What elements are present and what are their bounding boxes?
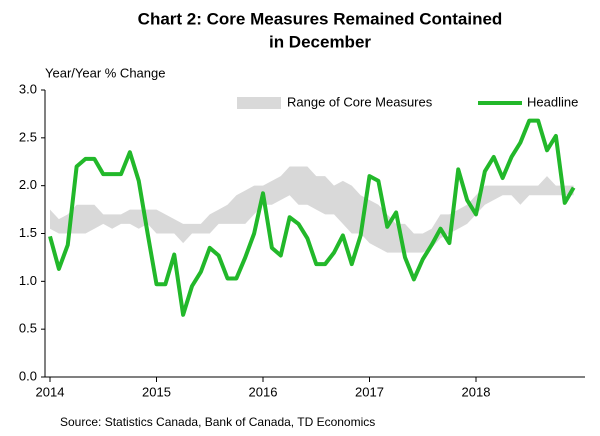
chart-title: in December bbox=[269, 32, 371, 51]
x-tick-label: 2015 bbox=[142, 384, 171, 399]
x-tick-label: 2016 bbox=[249, 384, 278, 399]
y-tick-label: 3.0 bbox=[19, 81, 37, 96]
headline-line bbox=[48, 118, 576, 317]
legend-label: Range of Core Measures bbox=[287, 94, 433, 109]
y-tick-label: 0.5 bbox=[19, 321, 37, 336]
y-tick-label: 0.0 bbox=[19, 368, 37, 383]
y-tick-label: 1.0 bbox=[19, 273, 37, 288]
x-tick-label: 2018 bbox=[462, 384, 491, 399]
x-tick-label: 2017 bbox=[355, 384, 384, 399]
y-tick-label: 2.5 bbox=[19, 129, 37, 144]
range-band bbox=[50, 166, 574, 253]
x-tick-label: 2014 bbox=[36, 384, 65, 399]
y-tick-label: 2.0 bbox=[19, 177, 37, 192]
chart-title: Chart 2: Core Measures Remained Containe… bbox=[138, 9, 503, 28]
y-axis-label: Year/Year % Change bbox=[45, 65, 165, 80]
source-note: Source: Statistics Canada, Bank of Canad… bbox=[60, 415, 375, 429]
y-tick-label: 1.5 bbox=[19, 225, 37, 240]
legend-swatch bbox=[237, 97, 281, 109]
legend-label: Headline bbox=[527, 94, 578, 109]
